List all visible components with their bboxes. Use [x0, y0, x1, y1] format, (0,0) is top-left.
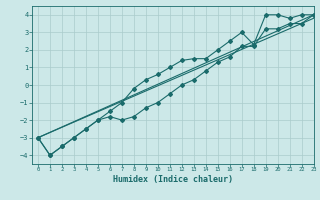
X-axis label: Humidex (Indice chaleur): Humidex (Indice chaleur): [113, 175, 233, 184]
